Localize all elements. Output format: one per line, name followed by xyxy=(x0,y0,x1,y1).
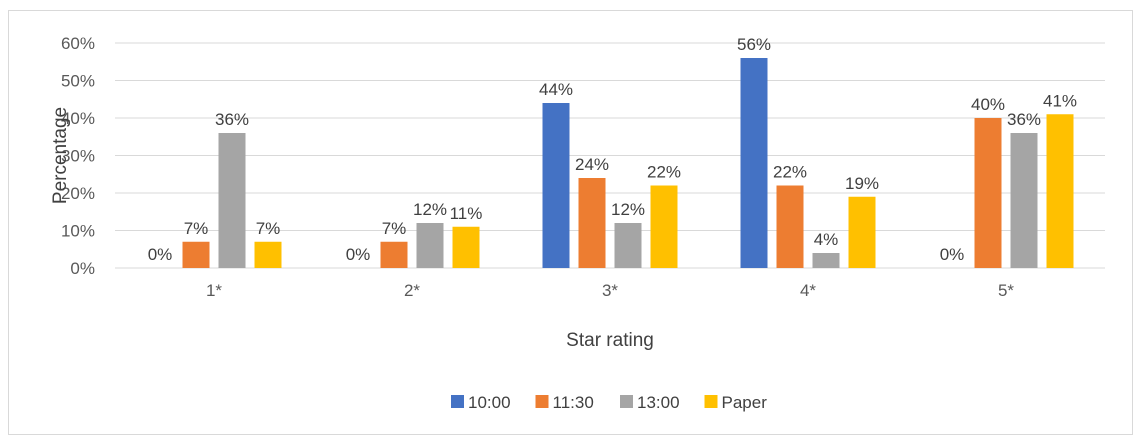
legend-swatch xyxy=(535,395,549,408)
legend-label: 11:30 xyxy=(553,393,594,412)
bar xyxy=(974,118,1002,268)
data-label: 7% xyxy=(256,219,281,238)
bar xyxy=(182,241,210,268)
legend-label: 13:00 xyxy=(637,393,680,412)
data-label: 0% xyxy=(940,245,965,264)
data-label: 22% xyxy=(773,163,807,182)
legend-label: Paper xyxy=(722,393,768,412)
x-tick-label: 2* xyxy=(404,281,420,300)
data-label: 36% xyxy=(1007,110,1041,129)
legend: 10:00 11:30 13:00 Paper xyxy=(451,393,767,412)
y-tick-label: 0% xyxy=(70,259,95,278)
data-label: 7% xyxy=(382,219,407,238)
bars xyxy=(182,58,1074,268)
bar xyxy=(740,58,768,268)
bar xyxy=(1046,114,1074,268)
data-label: 56% xyxy=(737,35,771,54)
x-axis-ticks: 1* 2* 3* 4* 5* xyxy=(206,281,1014,300)
x-axis-title: Star rating xyxy=(566,330,654,351)
bar xyxy=(776,185,804,268)
x-tick-label: 3* xyxy=(602,281,618,300)
y-tick-label: 50% xyxy=(61,72,95,91)
data-label: 0% xyxy=(346,245,371,264)
y-tick-label: 30% xyxy=(61,147,95,166)
legend-label: 10:00 xyxy=(468,393,511,412)
bar xyxy=(650,185,678,268)
legend-swatch xyxy=(704,395,718,408)
data-label: 7% xyxy=(184,219,209,238)
data-label: 44% xyxy=(539,80,573,99)
y-tick-label: 60% xyxy=(61,34,95,53)
y-axis-title: Percentage xyxy=(50,107,71,204)
y-tick-label: 40% xyxy=(61,109,95,128)
data-label: 4% xyxy=(814,230,839,249)
data-label: 11% xyxy=(450,204,483,223)
bar xyxy=(542,103,570,268)
data-labels: 0%7%36%7%0%7%12% 11%44%24%12%22%56%22%4%1… xyxy=(148,35,1077,264)
bar xyxy=(452,226,480,268)
legend-swatch xyxy=(451,395,464,408)
bar xyxy=(578,178,606,268)
data-label: 19% xyxy=(845,174,879,193)
data-label: 40% xyxy=(971,95,1005,114)
bar xyxy=(812,253,840,268)
bar xyxy=(614,223,642,268)
x-tick-label: 5* xyxy=(998,281,1014,300)
bar xyxy=(254,241,282,268)
data-label: 41% xyxy=(1043,91,1077,110)
data-label: 12% xyxy=(611,200,645,219)
y-tick-label: 10% xyxy=(61,222,95,241)
data-label: 0% xyxy=(148,245,173,264)
y-tick-label: 20% xyxy=(61,184,95,203)
bar xyxy=(380,241,408,268)
bar xyxy=(218,133,246,268)
x-tick-label: 4* xyxy=(800,281,816,300)
y-axis-ticks: 0% 10% 20% 30% 40% 50% 60% xyxy=(61,34,95,278)
legend-swatch xyxy=(620,395,633,408)
data-label: 22% xyxy=(647,163,681,182)
x-tick-label: 1* xyxy=(206,281,222,300)
bar xyxy=(848,196,876,268)
data-label: 36% xyxy=(215,110,249,129)
bar xyxy=(416,223,444,268)
bar xyxy=(1010,133,1038,268)
data-label: 12% xyxy=(413,200,447,219)
data-label: 24% xyxy=(575,155,609,174)
